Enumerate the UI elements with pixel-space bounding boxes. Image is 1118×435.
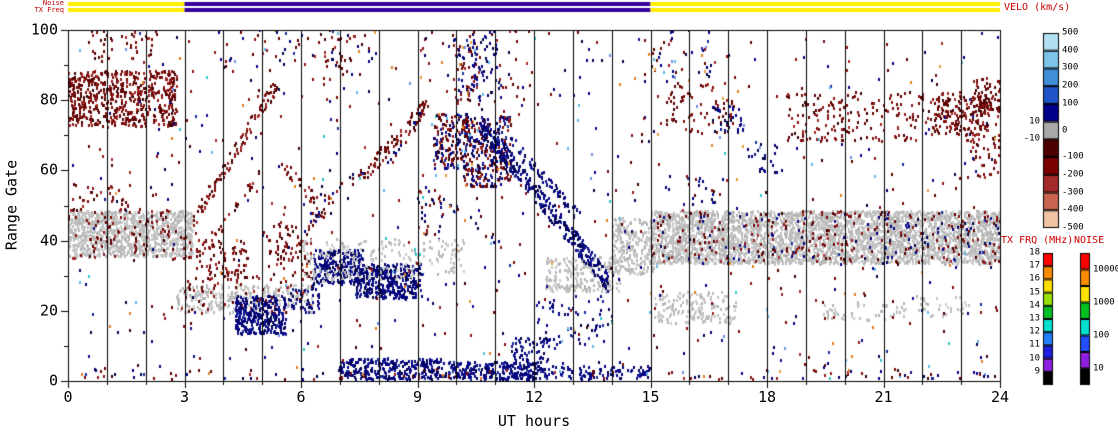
velocity-scale-label-200: 200 bbox=[1062, 80, 1079, 91]
velocity-scale-label-10: 10 bbox=[1029, 116, 1040, 127]
x-tick-label-0: 0 bbox=[63, 388, 73, 406]
velocity-scale-label--400: -400 bbox=[1062, 204, 1084, 215]
x-axis-title: UT hours bbox=[497, 412, 571, 430]
velocity-scale-label--10: -10 bbox=[1023, 133, 1040, 144]
txfreq-bar-label: TX Freq bbox=[34, 6, 64, 14]
velocity-scale-label-400: 400 bbox=[1062, 45, 1079, 56]
x-tick-label-3: 3 bbox=[179, 388, 190, 406]
noise-scale-label-1000: 1000 bbox=[1093, 297, 1115, 307]
y-tick-label-0: 0 bbox=[48, 371, 58, 390]
velocity-scale-label--100: -100 bbox=[1062, 151, 1084, 162]
y-tick-label-60: 60 bbox=[39, 160, 58, 179]
txfreq-colorbar-title: TX FRQ (MHz) bbox=[1001, 235, 1074, 246]
velocity-scale-label--200: -200 bbox=[1062, 169, 1084, 180]
x-tick-label-21: 21 bbox=[874, 388, 893, 406]
velocity-scale-label-500: 500 bbox=[1062, 27, 1079, 38]
y-tick-label-80: 80 bbox=[39, 90, 58, 109]
txfreq-scale-label-10: 10 bbox=[1029, 353, 1040, 364]
x-tick-label-24: 24 bbox=[990, 388, 1010, 406]
txfreq-scale-label-14: 14 bbox=[1029, 300, 1040, 311]
noise-scale-label-10000: 10000 bbox=[1093, 264, 1118, 274]
velocity-scale-label-0: 0 bbox=[1062, 125, 1068, 135]
txfreq-scale-label-17: 17 bbox=[1029, 260, 1040, 271]
x-tick-label-12: 12 bbox=[524, 388, 544, 406]
x-tick-label-15: 15 bbox=[641, 388, 660, 406]
velocity-scale-label--300: -300 bbox=[1062, 187, 1084, 198]
y-axis-title: Range Gate bbox=[2, 159, 21, 251]
velocity-scale-label--500: -500 bbox=[1062, 222, 1084, 233]
y-tick-label-40: 40 bbox=[39, 231, 58, 250]
txfreq-scale-label-12: 12 bbox=[1029, 326, 1040, 337]
txfreq-scale-label-11: 11 bbox=[1029, 339, 1040, 350]
noise-scale-label-10: 10 bbox=[1093, 363, 1104, 373]
y-tick-label-100: 100 bbox=[30, 20, 58, 39]
velocity-scale-label-100: 100 bbox=[1062, 98, 1079, 109]
noise-colorbar-title: NOISE bbox=[1074, 235, 1105, 246]
txfreq-scale-label-9: 9 bbox=[1034, 366, 1040, 377]
x-tick-label-6: 6 bbox=[296, 388, 306, 406]
velocity-scale-label-300: 300 bbox=[1062, 62, 1079, 73]
noise-scale-label-100: 100 bbox=[1093, 330, 1110, 340]
y-tick-label-20: 20 bbox=[39, 301, 58, 320]
txfreq-scale-label-15: 15 bbox=[1029, 287, 1040, 298]
txfreq-scale-label-18: 18 bbox=[1029, 247, 1040, 258]
txfreq-scale-label-16: 16 bbox=[1029, 273, 1040, 284]
txfreq-scale-label-13: 13 bbox=[1029, 313, 1040, 324]
x-tick-label-18: 18 bbox=[757, 388, 777, 406]
velocity-colorbar-title: VELO (km/s) bbox=[1004, 2, 1071, 13]
x-tick-label-9: 9 bbox=[412, 388, 423, 406]
noise-bar-label: Noise bbox=[42, 0, 64, 7]
